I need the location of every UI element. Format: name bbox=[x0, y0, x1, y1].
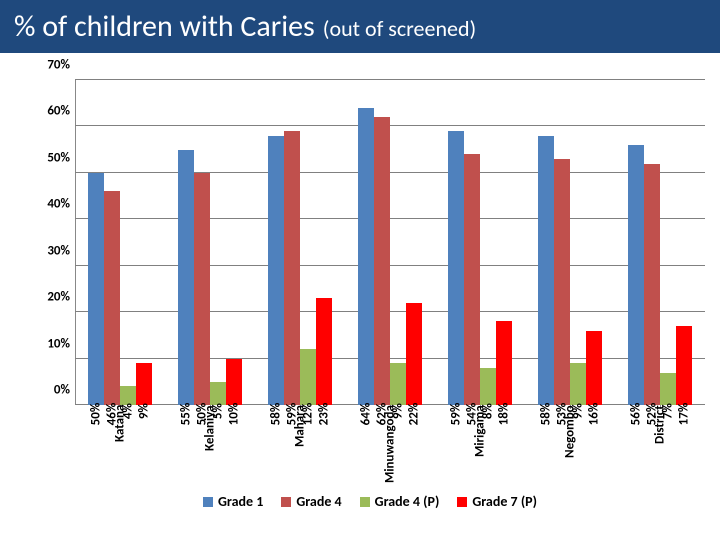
bar: 9% bbox=[570, 363, 586, 405]
bar: 59% bbox=[284, 131, 300, 405]
y-axis-label: 20% bbox=[30, 290, 70, 305]
legend: Grade 1 Grade 4 Grade 4 (P) Grade 7 (P) bbox=[30, 493, 710, 510]
legend-swatch bbox=[203, 497, 213, 507]
legend-item: Grade 7 (P) bbox=[457, 493, 537, 510]
slide: % of children with Caries (out of screen… bbox=[0, 0, 720, 540]
y-axis-label: 10% bbox=[30, 336, 70, 351]
y-axis-label: 70% bbox=[30, 58, 70, 73]
bar-group: 55%50%5%10% bbox=[165, 80, 255, 405]
title-sub: (out of screened) bbox=[323, 15, 476, 42]
bar: 54% bbox=[464, 154, 480, 405]
y-axis-label: 60% bbox=[30, 104, 70, 119]
bar-group: 58%53%9%16% bbox=[525, 80, 615, 405]
x-axis-label: Katana bbox=[75, 405, 165, 475]
plot-area: 0%10%20%30%40%50%60%70%50%46%4%9%55%50%5… bbox=[75, 80, 705, 405]
x-axis-label: Kelaniya bbox=[165, 405, 255, 475]
y-axis-label: 0% bbox=[30, 383, 70, 398]
x-axis-label: Mahara bbox=[255, 405, 345, 475]
bar-group: 50%46%4%9% bbox=[75, 80, 165, 405]
legend-label: Grade 4 bbox=[296, 493, 341, 510]
bar: 12% bbox=[300, 349, 316, 405]
title-main: % of children with Caries bbox=[14, 8, 315, 45]
bar: 7% bbox=[660, 373, 676, 406]
bar: 5% bbox=[210, 382, 226, 405]
x-axis-label: Negombo bbox=[525, 405, 615, 475]
bar: 58% bbox=[538, 136, 554, 405]
bar: 52% bbox=[644, 164, 660, 405]
legend-item: Grade 1 bbox=[203, 493, 263, 510]
legend-swatch bbox=[457, 497, 467, 507]
bar: 53% bbox=[554, 159, 570, 405]
legend-swatch bbox=[360, 497, 370, 507]
bar: 18% bbox=[496, 321, 512, 405]
title-bar: % of children with Caries (out of screen… bbox=[0, 0, 720, 53]
y-axis-label: 30% bbox=[30, 243, 70, 258]
bar: 59% bbox=[448, 131, 464, 405]
bar: 4% bbox=[120, 386, 136, 405]
bar: 62% bbox=[374, 117, 390, 405]
bar: 58% bbox=[268, 136, 284, 405]
legend-label: Grade 4 (P) bbox=[375, 493, 440, 510]
bar-group: 56%52%7%17% bbox=[615, 80, 705, 405]
bar-group: 58%59%12%23% bbox=[255, 80, 345, 405]
bar: 55% bbox=[178, 150, 194, 405]
bar: 22% bbox=[406, 303, 422, 405]
x-axis-label: District bbox=[615, 405, 705, 475]
bar: 8% bbox=[480, 368, 496, 405]
bar: 16% bbox=[586, 331, 602, 405]
bar: 9% bbox=[390, 363, 406, 405]
bar: 23% bbox=[316, 298, 332, 405]
bar: 9% bbox=[136, 363, 152, 405]
bar: 46% bbox=[104, 191, 120, 405]
bar-group: 64%62%9%22% bbox=[345, 80, 435, 405]
x-axis-label: Minuwangoda bbox=[345, 405, 435, 475]
bar-group: 59%54%8%18% bbox=[435, 80, 525, 405]
bar: 50% bbox=[88, 173, 104, 405]
y-axis-label: 40% bbox=[30, 197, 70, 212]
bar-groups: 50%46%4%9%55%50%5%10%58%59%12%23%64%62%9… bbox=[75, 80, 705, 405]
legend-item: Grade 4 bbox=[281, 493, 341, 510]
legend-label: Grade 7 (P) bbox=[472, 493, 537, 510]
bar: 56% bbox=[628, 145, 644, 405]
legend-swatch bbox=[281, 497, 291, 507]
bar: 17% bbox=[676, 326, 692, 405]
bar: 10% bbox=[226, 359, 242, 405]
y-axis-label: 50% bbox=[30, 150, 70, 165]
legend-label: Grade 1 bbox=[218, 493, 263, 510]
x-axis-label: Mirigama bbox=[435, 405, 525, 475]
bar: 50% bbox=[194, 173, 210, 405]
x-axis-labels: KatanaKelaniyaMaharaMinuwangodaMirigamaN… bbox=[75, 405, 705, 475]
legend-item: Grade 4 (P) bbox=[360, 493, 440, 510]
chart: 0%10%20%30%40%50%60%70%50%46%4%9%55%50%5… bbox=[30, 80, 710, 510]
bar: 64% bbox=[358, 108, 374, 405]
